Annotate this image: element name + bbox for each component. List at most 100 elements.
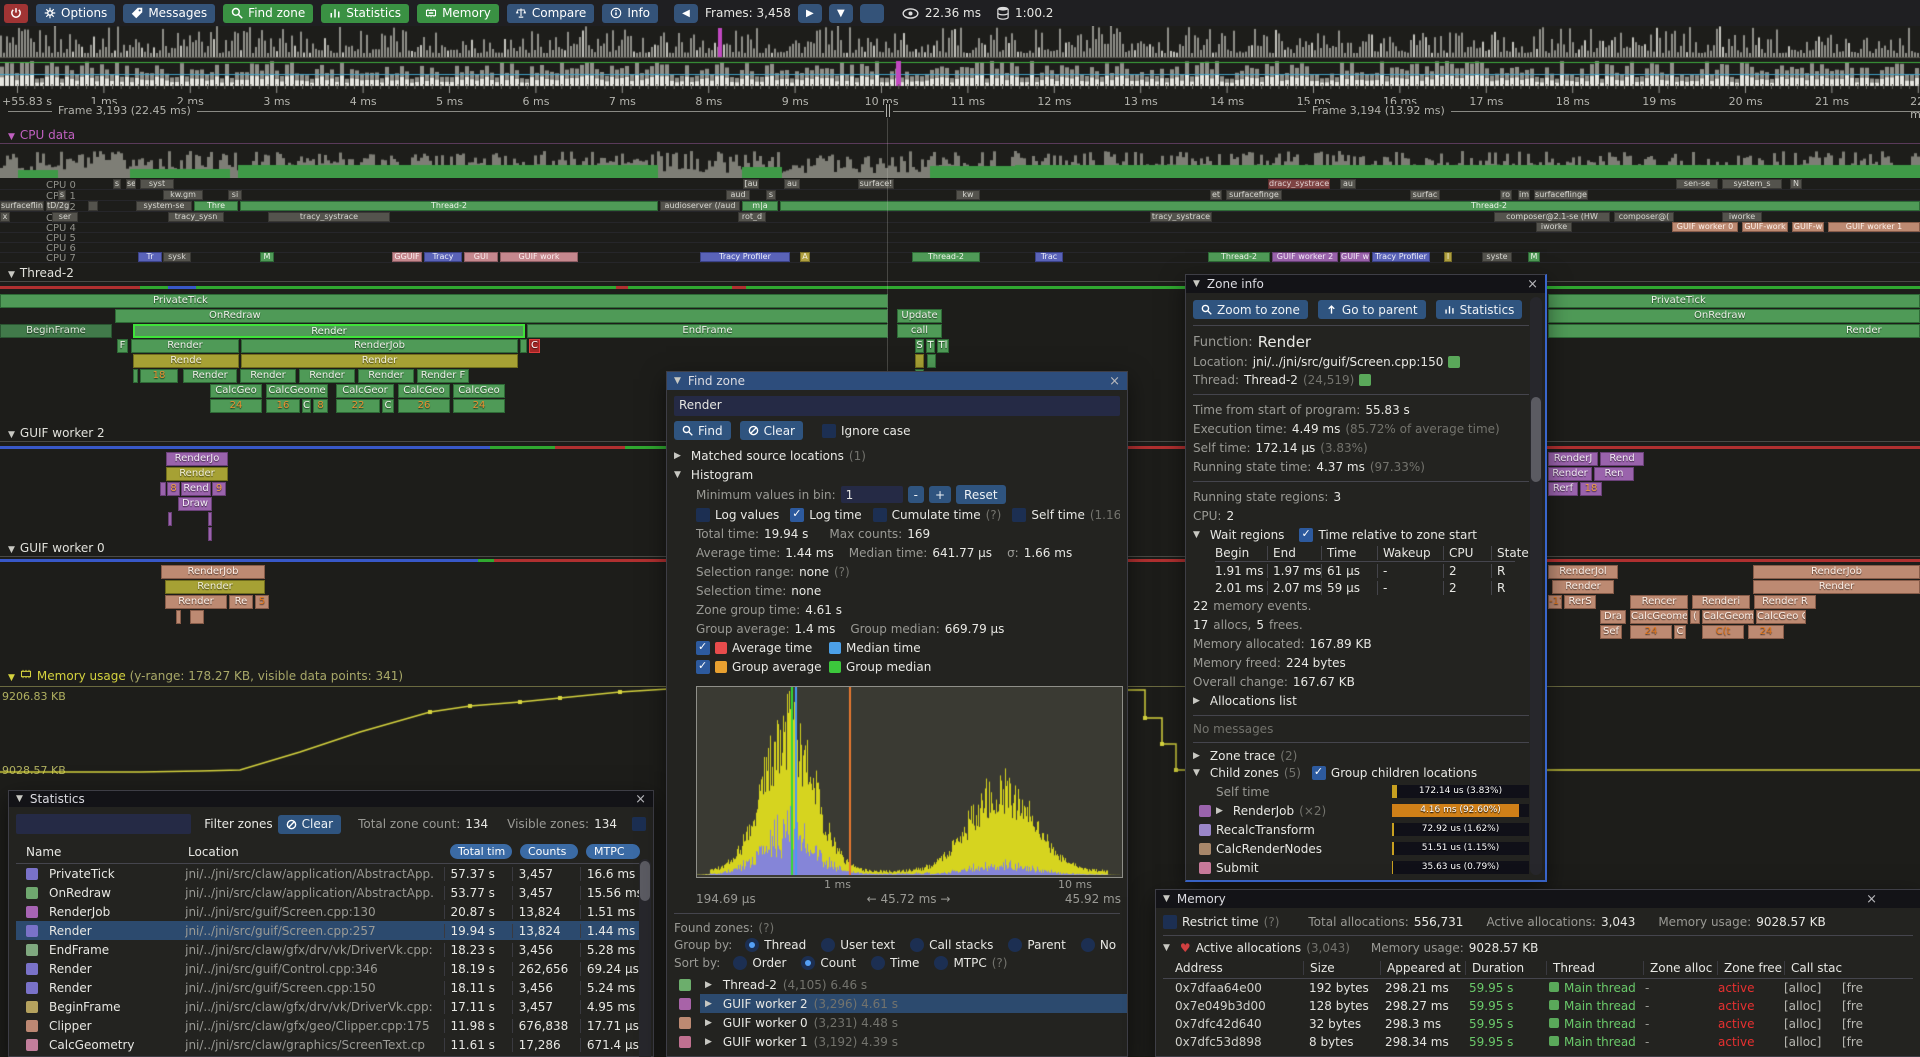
timeline-zone[interactable]: Renderi: [1692, 595, 1750, 609]
timeline-zone[interactable]: BeginFrame: [0, 324, 112, 338]
timeline-zone[interactable]: 9: [212, 482, 226, 496]
call-stack-free[interactable]: [fre: [1842, 981, 1863, 995]
call-stack-free[interactable]: [fre: [1842, 1035, 1863, 1049]
zoom-to-zone-button[interactable]: Zoom to zone: [1193, 300, 1308, 319]
cpu-zone[interactable]: GUIF-w: [1792, 222, 1824, 232]
timeline-zone[interactable]: CalcGeomet: [1702, 610, 1754, 624]
restrict-time-checkbox[interactable]: [1163, 915, 1177, 929]
ignore-case-checkbox[interactable]: [821, 423, 836, 438]
bin-minus-button[interactable]: -: [907, 486, 924, 503]
timeline-zone[interactable]: Render: [133, 324, 525, 338]
collapse-icon[interactable]: ▼: [16, 794, 23, 804]
close-icon[interactable]: ×: [1527, 276, 1538, 292]
cpu-zone[interactable]: se: [126, 179, 136, 189]
column-thread[interactable]: Thread: [1546, 960, 1643, 975]
memory-button[interactable]: Memory: [417, 3, 499, 23]
filter-zones-input[interactable]: [16, 814, 192, 834]
timeline-zone[interactable]: EndFrame: [527, 324, 888, 338]
cpu-zone[interactable]: Trac: [1035, 252, 1063, 262]
cpu-zone[interactable]: [88, 201, 98, 211]
zone-info-scrollbar[interactable]: [1530, 297, 1542, 875]
column-zone-free[interactable]: Zone free: [1717, 960, 1784, 975]
cpu-data-section-header[interactable]: ▼ CPU data: [8, 128, 75, 142]
cpu-zone[interactable]: Tracy Profiler: [1372, 252, 1430, 262]
collapse-icon[interactable]: ▼: [674, 469, 681, 480]
timeline-zone[interactable]: Dra: [1600, 610, 1626, 624]
timeline-zone[interactable]: C: [1674, 625, 1686, 639]
cpu-zone[interactable]: GUIF work: [500, 252, 578, 262]
cpu-zone[interactable]: GUIF worker 2: [1272, 252, 1338, 262]
cpu-zone[interactable]: dracy_systrace: [1268, 179, 1330, 189]
found-zone-group[interactable]: ▶ GUIF worker 2 (3,296) 4.61 s: [674, 994, 1127, 1013]
column-total-time[interactable]: Total tim: [450, 844, 512, 859]
timeline-zone[interactable]: OnRedraw: [115, 309, 888, 323]
timeline-zone[interactable]: PrivateTick: [0, 294, 888, 308]
cpu-zone[interactable]: iworke: [1722, 212, 1762, 222]
timeline-zone[interactable]: CalcGeo: [453, 384, 505, 398]
sort-by-order[interactable]: [733, 956, 748, 970]
timeline-zone[interactable]: 24: [1748, 625, 1784, 639]
timeline-zone[interactable]: [927, 354, 936, 368]
bin-plus-button[interactable]: +: [928, 486, 952, 503]
group-avg-median-checkbox[interactable]: [696, 659, 710, 674]
table-row[interactable]: EndFrame jni/../jni/src/claw/gfx/drv/vk/D…: [16, 940, 646, 959]
timeline-zone[interactable]: [208, 527, 212, 541]
thread-section-header[interactable]: ▼ GUIF worker 2: [8, 426, 105, 440]
cpu-zone[interactable]: Tracy: [424, 252, 462, 262]
timeline-zone[interactable]: Render: [358, 369, 414, 383]
timeline-zone[interactable]: Rend: [1600, 452, 1644, 466]
cpu-zone[interactable]: im: [1518, 190, 1530, 200]
timeline-zone[interactable]: F: [117, 339, 128, 353]
cpu-zone[interactable]: Thread-2: [240, 201, 658, 211]
timeline-zone[interactable]: CalcGeo: [398, 384, 450, 398]
cpu-usage-graph[interactable]: [0, 147, 1920, 178]
table-row[interactable]: CalcGeometry jni/../jni/src/claw/graphics…: [16, 1035, 646, 1054]
expand-icon[interactable]: ▶: [705, 998, 712, 1009]
cpu-zone[interactable]: audioserver (/aud: [660, 201, 740, 211]
call-stack-alloc[interactable]: [alloc]: [1784, 999, 1822, 1013]
sort-by-mtpc[interactable]: [934, 956, 949, 970]
cpu-zone[interactable]: rot_d: [738, 212, 766, 222]
cpu-zone[interactable]: m|a: [742, 201, 778, 211]
child-zone-row[interactable]: RecalcTransform 72.92 us (1.62%): [1193, 820, 1529, 839]
call-stack-free[interactable]: [fre: [1842, 1017, 1863, 1031]
find-button[interactable]: Find: [674, 421, 731, 440]
cpu-zone[interactable]: sysk: [163, 252, 191, 262]
frame-dropdown-button[interactable]: ▼: [828, 3, 853, 23]
cpu-zone[interactable]: composer@(: [1614, 212, 1674, 222]
timeline-zone[interactable]: [208, 512, 212, 526]
goto-frame-button[interactable]: [859, 3, 884, 23]
options-button[interactable]: Options: [36, 3, 116, 23]
group-by-user-text[interactable]: [821, 938, 836, 952]
found-zone-group[interactable]: ▶ GUIF worker 1 (3,192) 4.39 s: [674, 1032, 1120, 1051]
cpu-zone[interactable]: kw.gm: [163, 190, 203, 200]
cpu-zone[interactable]: Thread-2: [1208, 252, 1270, 262]
timeline-zone[interactable]: CalcGeome: [266, 384, 328, 398]
expand-icon[interactable]: ▶: [705, 1036, 712, 1047]
statistics-button[interactable]: Statistics: [1435, 300, 1523, 319]
clear-button[interactable]: Clear: [739, 421, 803, 440]
timeline-zone[interactable]: Rerf: [1548, 482, 1578, 496]
find-zone-search-input[interactable]: Render: [674, 396, 1120, 416]
reset-button[interactable]: Reset: [956, 485, 1006, 504]
cpu-zone[interactable]: et: [1210, 190, 1222, 200]
info-button[interactable]: Info: [602, 3, 659, 23]
table-row[interactable]: 0x7dfc42d640 32 bytes 298.3 ms 59.95 s Main …: [1163, 1015, 1913, 1033]
cpu-zone[interactable]: s: [766, 190, 776, 200]
next-frame-button[interactable]: ▶: [797, 3, 822, 23]
child-zone-row[interactable]: Self time 172.14 us (3.83%): [1193, 782, 1529, 801]
timeline-zone[interactable]: [520, 339, 527, 353]
column-name[interactable]: Name: [26, 844, 62, 859]
timeline-zone[interactable]: Rend: [181, 482, 211, 496]
frames-overview-graph[interactable]: [0, 26, 1920, 87]
avg-median-checkbox[interactable]: [696, 640, 710, 655]
table-row[interactable]: Render jni/../jni/src/guif/Screen.cpp:257…: [16, 921, 646, 940]
timeline-zone[interactable]: CalcGeor: [336, 384, 394, 398]
timeline-zone[interactable]: CalcGeome: [1630, 610, 1688, 624]
table-row[interactable]: Render jni/../jni/src/guif/Control.cpp:34…: [16, 959, 646, 978]
find-zone-histogram[interactable]: [696, 686, 1123, 878]
cpu-zone[interactable]: syste: [1482, 252, 1512, 262]
timeline-zone[interactable]: RenderJob: [241, 339, 518, 353]
table-row[interactable]: Render jni/../jni/src/guif/Screen.cpp:150…: [16, 978, 646, 997]
collapse-icon[interactable]: ▼: [1193, 279, 1200, 289]
